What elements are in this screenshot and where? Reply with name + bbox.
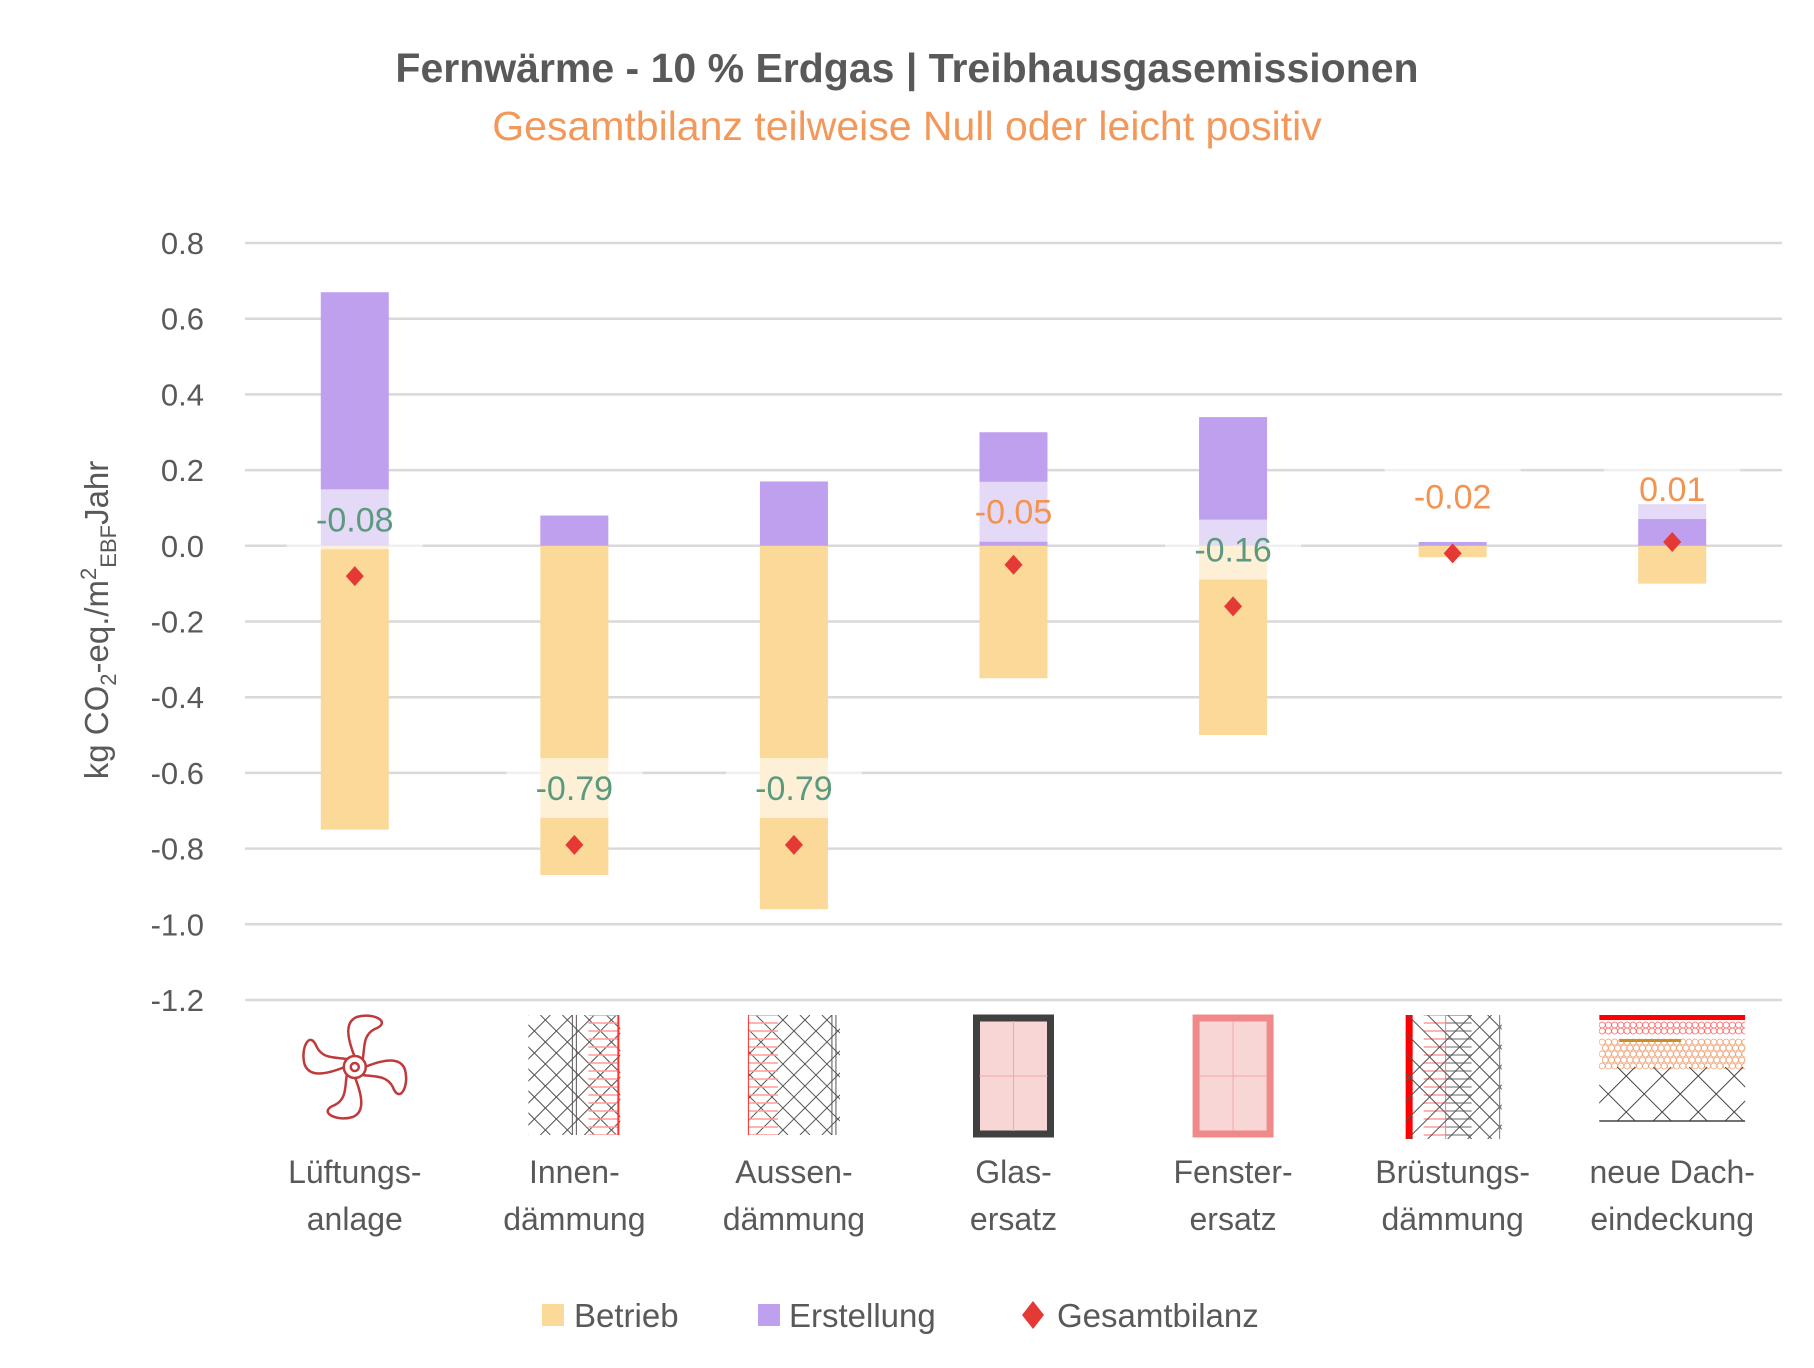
category-label-line2: dämmung [503,1201,645,1237]
category-label-line2: eindeckung [1590,1201,1754,1237]
gesamtbilanz-marker [565,834,584,855]
x-category-labels: Lüftungs-anlage Innen-dämmung Aussen-dämmu… [288,1154,1755,1237]
data-label: -0.05 [975,494,1053,532]
data-label: -0.08 [316,501,394,539]
category-label-line1: Glas- [975,1154,1051,1190]
data-label: 0.01 [1639,471,1705,509]
gesamtbilanz-marker [1663,532,1682,553]
bar-erstellung [759,481,828,546]
legend-label-gesamtbilanz: Gesamtbilanz [1057,1297,1259,1334]
y-tick-label: 0.8 [161,226,204,261]
chart-subtitle: Gesamtbilanz teilweise Null oder leicht … [492,103,1322,149]
data-label: -0.02 [1414,479,1492,517]
data-label-background [1604,459,1741,520]
y-axis-label: kg CO2-eq./m2EBFJahr [76,461,121,780]
data-label-background [506,758,643,819]
data-label-background [945,481,1082,542]
y-tick-label: 0.0 [161,529,204,564]
y-tick-labels: 0.8 0.6 0.4 0.2 0.0 -0.2 -0.4 -0.6 -0.8 -1.0 -1.2 [151,226,204,1018]
bar-betrieb [1638,545,1707,584]
fan-icon [302,1014,408,1120]
exterior-insulation-icon [747,1015,840,1135]
legend-swatch-erstellung [758,1304,780,1326]
y-tick-label: 0.2 [161,453,204,488]
bar-betrieb [540,545,609,876]
gesamtbilanz-marker [784,834,803,855]
y-tick-label: -1.0 [151,907,204,942]
category-label-line1: Aussen- [735,1154,852,1190]
category-label-line1: Fenster- [1174,1154,1293,1190]
category-label-line2: ersatz [1190,1201,1277,1237]
category-label-line2: dämmung [1381,1201,1523,1237]
bar-erstellung [540,515,609,546]
y-tick-label: 0.4 [161,377,204,412]
data-label-background [286,489,423,550]
gesamtbilanz-marker [1224,596,1243,617]
category-label-line2: ersatz [970,1201,1057,1237]
data-label-background [1165,519,1302,580]
y-tick-label: -0.6 [151,756,204,791]
y-tick-label: -0.4 [151,680,204,715]
bar-betrieb [320,545,389,830]
interior-insulation-icon [528,1015,621,1135]
data-label-background [1384,466,1521,527]
category-label-line2: anlage [307,1201,403,1237]
data-label: -0.79 [755,770,833,808]
y-tick-label: -1.2 [151,983,204,1018]
category-label-line1: Lüftungs- [288,1154,421,1190]
gesamtbilanz-marker [1443,543,1462,564]
window-frame-icon [1192,1014,1274,1138]
glass-window-icon [973,1014,1054,1138]
roof-covering-icon [1599,1015,1746,1122]
y-tick-label: 0.6 [161,302,204,337]
y-tick-label: -0.8 [151,832,204,867]
category-icons [302,1014,1746,1139]
legend-swatch-betrieb [542,1304,564,1326]
data-labels: -0.08 -0.79 -0.79 -0.05 -0.16 -0.02 0.01 [286,459,1741,819]
gesamtbilanz-markers [345,532,1682,855]
category-label-line1: Innen- [529,1154,620,1190]
gesamtbilanz-marker [345,566,364,587]
legend-marker-gesamtbilanz [1022,1301,1044,1329]
category-label-line2: dämmung [723,1201,865,1237]
category-label-line1: Brüstungs- [1375,1154,1530,1190]
y-tick-label: -0.2 [151,605,204,640]
data-label-background [725,758,862,819]
parapet-insulation-icon [1405,1015,1502,1139]
gesamtbilanz-marker [1004,554,1023,575]
legend-label-erstellung: Erstellung [789,1297,936,1334]
legend-label-betrieb: Betrieb [574,1297,679,1334]
chart-title: Fernwärme - 10 % Erdgas | Treibhausgasem… [395,45,1418,91]
legend: Betrieb Erstellung Gesamtbilanz [542,1297,1259,1334]
category-label-line1: neue Dach- [1589,1154,1754,1190]
data-label: -0.16 [1194,532,1272,570]
data-label: -0.79 [536,770,614,808]
